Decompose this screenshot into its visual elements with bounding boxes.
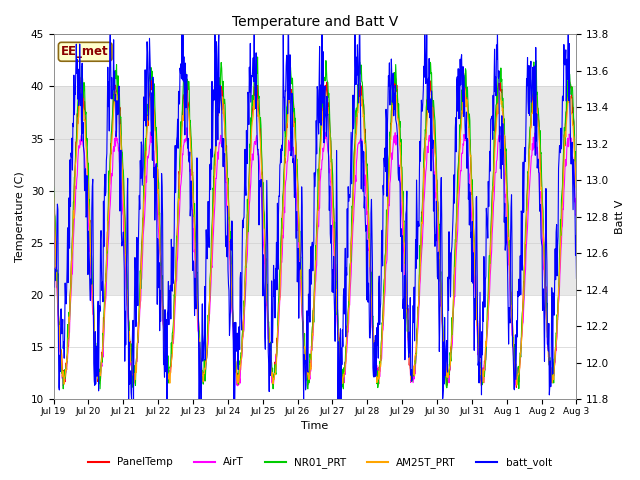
Y-axis label: Temperature (C): Temperature (C) (15, 171, 25, 262)
Title: Temperature and Batt V: Temperature and Batt V (232, 15, 398, 29)
Text: EE_met: EE_met (61, 45, 109, 58)
Bar (54, 86, 577, 295)
Y-axis label: Batt V: Batt V (615, 200, 625, 234)
Legend: PanelTemp, AirT, NR01_PRT, AM25T_PRT, batt_volt: PanelTemp, AirT, NR01_PRT, AM25T_PRT, ba… (84, 453, 556, 472)
X-axis label: Time: Time (301, 421, 328, 432)
